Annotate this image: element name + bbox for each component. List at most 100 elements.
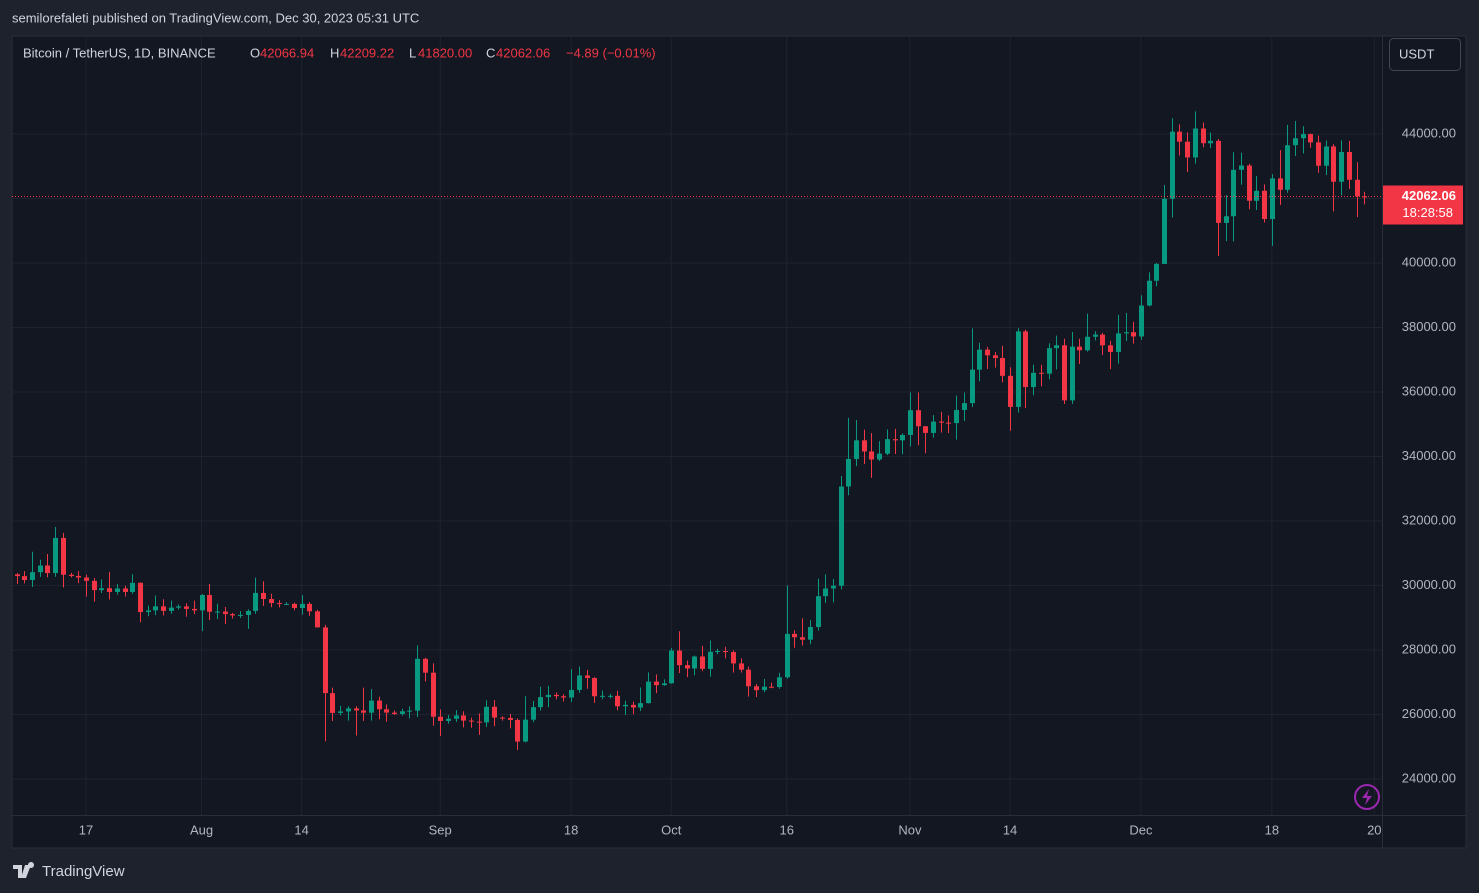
candle-body xyxy=(123,588,128,592)
candle-body xyxy=(45,565,50,574)
candle-body xyxy=(277,603,282,605)
candle-body xyxy=(38,565,43,573)
x-tick-label: Sep xyxy=(429,822,452,837)
candle-body xyxy=(993,355,998,359)
y-tick-label: 38000.00 xyxy=(1402,319,1456,334)
candle-body xyxy=(400,711,405,714)
candle-body xyxy=(1016,331,1021,407)
candle-body xyxy=(431,672,436,717)
candle-body xyxy=(638,703,643,708)
candle-body xyxy=(869,451,874,460)
legend-l: L xyxy=(409,45,416,60)
legend-c: C xyxy=(486,45,495,60)
candle-body xyxy=(608,695,613,697)
publisher-line: semilorefaleti published on TradingView.… xyxy=(12,10,419,25)
candle-body xyxy=(184,606,189,609)
x-tick-label: 20 xyxy=(1367,822,1381,837)
candle-body xyxy=(253,592,258,611)
currency-button[interactable] xyxy=(1389,38,1461,71)
candle-body xyxy=(538,697,543,708)
candle-body xyxy=(76,575,81,578)
candle-body xyxy=(800,637,805,640)
candle-body xyxy=(1278,178,1283,190)
x-tick-label: Nov xyxy=(898,822,922,837)
candle-body xyxy=(1000,358,1005,376)
candle-body xyxy=(939,421,944,423)
candle-body xyxy=(985,349,990,356)
candle-body xyxy=(392,712,397,714)
candle-body xyxy=(685,665,690,669)
candle-body xyxy=(407,710,412,712)
candle-body xyxy=(931,421,936,433)
grid: 24000.00 26000.00 28000.00 30000.00 32000.00… xyxy=(12,36,1456,837)
candle-body xyxy=(646,681,651,704)
candle-body xyxy=(1039,372,1044,374)
legend-high: 42209.22 xyxy=(340,45,394,60)
y-tick-label: 30000.00 xyxy=(1402,577,1456,592)
candle-body xyxy=(877,453,882,460)
candle-body xyxy=(631,704,636,708)
candle-body xyxy=(130,582,135,592)
candle-body xyxy=(769,686,774,688)
candle-body xyxy=(692,656,697,669)
candle-body xyxy=(762,686,767,691)
legend-o: O xyxy=(250,45,260,60)
candle-body xyxy=(1124,332,1129,334)
candle-body xyxy=(246,610,251,615)
x-tick-label: Aug xyxy=(190,822,213,837)
candle-body xyxy=(715,651,720,653)
candle-body xyxy=(115,588,120,592)
candle-body xyxy=(823,588,828,597)
candle-body xyxy=(1331,146,1336,182)
legend-close: 42062.06 xyxy=(496,45,550,60)
candle-body xyxy=(623,704,628,707)
candle-body xyxy=(1023,331,1028,388)
candle-body xyxy=(176,606,181,608)
overlay: 42062.06 18:28:58 xyxy=(12,185,1463,225)
symbol-title: Bitcoin / TetherUS, 1D, BINANCE xyxy=(23,45,216,60)
candle-body xyxy=(885,439,890,454)
x-tick-label: 14 xyxy=(1003,822,1017,837)
candle-body xyxy=(900,434,905,441)
candle-body xyxy=(700,656,705,669)
candle-body xyxy=(792,633,797,638)
candle-body xyxy=(61,537,66,575)
candle-body xyxy=(515,719,520,742)
candle-body xyxy=(785,633,790,678)
candle-body xyxy=(492,706,497,718)
brand-logo xyxy=(13,861,35,878)
candle-body xyxy=(284,603,289,605)
candle-body xyxy=(592,677,597,697)
currency-label[interactable]: USDT xyxy=(1399,46,1434,61)
candle-body xyxy=(300,603,305,608)
candle-body xyxy=(1031,372,1036,388)
candle-body xyxy=(354,708,359,711)
candle-body xyxy=(970,369,975,404)
candle-body xyxy=(153,606,158,611)
y-tick-label: 26000.00 xyxy=(1402,706,1456,721)
candle-body xyxy=(1247,165,1252,201)
candle-body xyxy=(731,652,736,664)
alert-bolt xyxy=(1362,789,1372,805)
candle-body xyxy=(531,707,536,720)
candle-body xyxy=(1316,142,1321,166)
candle-body xyxy=(1070,346,1075,401)
candle-body xyxy=(1239,165,1244,170)
candle-body xyxy=(454,715,459,719)
candle-body xyxy=(238,614,243,616)
candle-body xyxy=(916,410,921,427)
last-price-box xyxy=(1383,185,1463,225)
candle-body xyxy=(754,686,759,691)
x-tick-label: 18 xyxy=(1265,822,1279,837)
brand-name: TradingView xyxy=(42,863,125,880)
y-tick-label: 24000.00 xyxy=(1402,770,1456,785)
alert-icon[interactable] xyxy=(1354,784,1380,810)
y-tick-label: 40000.00 xyxy=(1402,254,1456,269)
candle-body xyxy=(1362,196,1367,198)
x-tick-label: 16 xyxy=(780,822,794,837)
candle-body xyxy=(369,700,374,713)
candle-body xyxy=(92,580,97,591)
candle-body xyxy=(1177,131,1182,142)
candle-body xyxy=(1231,169,1236,217)
candle-body xyxy=(1100,334,1105,346)
